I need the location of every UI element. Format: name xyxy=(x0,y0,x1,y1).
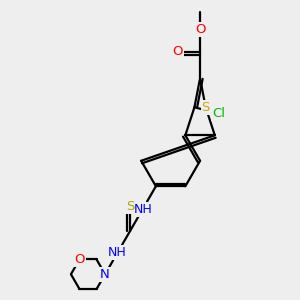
Text: O: O xyxy=(195,23,205,36)
Text: S: S xyxy=(126,200,134,213)
Text: O: O xyxy=(173,45,183,58)
Text: S: S xyxy=(202,101,210,114)
Text: NH: NH xyxy=(108,246,127,259)
Text: O: O xyxy=(74,253,85,266)
Text: N: N xyxy=(100,268,110,281)
Text: N: N xyxy=(100,268,110,281)
Text: NH: NH xyxy=(133,203,152,216)
Text: Cl: Cl xyxy=(212,107,225,120)
